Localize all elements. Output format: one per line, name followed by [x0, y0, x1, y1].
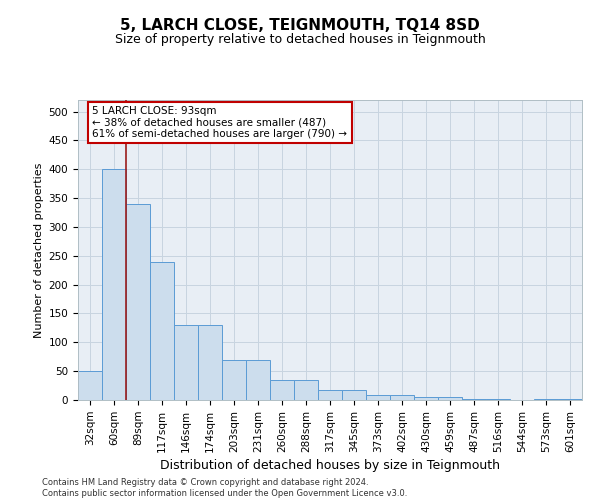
- X-axis label: Distribution of detached houses by size in Teignmouth: Distribution of detached houses by size …: [160, 459, 500, 472]
- Text: Size of property relative to detached houses in Teignmouth: Size of property relative to detached ho…: [115, 32, 485, 46]
- Bar: [534, 399, 558, 400]
- Bar: [246, 360, 270, 400]
- Bar: [294, 380, 318, 400]
- Bar: [222, 360, 246, 400]
- Bar: [414, 397, 438, 400]
- Bar: [78, 371, 102, 400]
- Bar: [270, 380, 294, 400]
- Bar: [198, 325, 222, 400]
- Bar: [462, 399, 486, 400]
- Bar: [366, 396, 390, 400]
- Bar: [126, 204, 150, 400]
- Text: Contains HM Land Registry data © Crown copyright and database right 2024.
Contai: Contains HM Land Registry data © Crown c…: [42, 478, 407, 498]
- Y-axis label: Number of detached properties: Number of detached properties: [34, 162, 44, 338]
- Bar: [558, 399, 582, 400]
- Bar: [390, 396, 414, 400]
- Bar: [438, 397, 462, 400]
- Bar: [174, 325, 198, 400]
- Bar: [342, 390, 366, 400]
- Bar: [486, 399, 510, 400]
- Bar: [102, 169, 126, 400]
- Text: 5 LARCH CLOSE: 93sqm
← 38% of detached houses are smaller (487)
61% of semi-deta: 5 LARCH CLOSE: 93sqm ← 38% of detached h…: [92, 106, 347, 139]
- Text: 5, LARCH CLOSE, TEIGNMOUTH, TQ14 8SD: 5, LARCH CLOSE, TEIGNMOUTH, TQ14 8SD: [120, 18, 480, 32]
- Bar: [150, 262, 174, 400]
- Bar: [318, 390, 342, 400]
